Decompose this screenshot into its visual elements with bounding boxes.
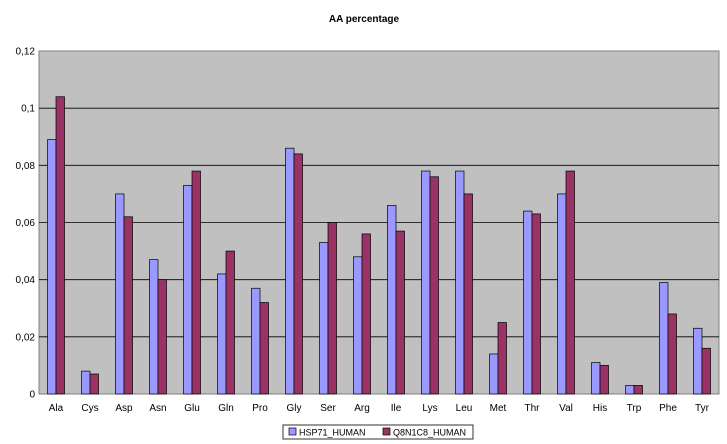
bar-hsp71-human-lys <box>421 170 431 395</box>
bar-q8n1c8-human-pro <box>259 302 269 395</box>
bar-hsp71-human-ala <box>47 139 57 395</box>
x-tick-label: Met <box>490 403 507 414</box>
y-tick-label: 0,1 <box>21 104 35 115</box>
bar-q8n1c8-human-gly <box>293 153 303 395</box>
bar-hsp71-human-phe <box>659 282 669 395</box>
chart-title: AA percentage <box>329 14 400 25</box>
bars <box>47 96 711 395</box>
y-tick-label: 0,04 <box>16 275 36 286</box>
y-tick-label: 0,06 <box>16 218 36 229</box>
bar-hsp71-human-cys <box>81 370 91 395</box>
bar-hsp71-human-gly <box>285 147 295 395</box>
legend-label: HSP71_HUMAN <box>299 428 366 438</box>
x-tick-label: Phe <box>659 403 677 414</box>
x-tick-label: His <box>593 403 607 414</box>
bar-hsp71-human-arg <box>353 256 363 395</box>
bar-q8n1c8-human-ala <box>55 96 65 395</box>
bar-hsp71-human-ile <box>387 205 397 395</box>
bar-q8n1c8-human-lys <box>429 176 439 395</box>
x-tick-label: Asn <box>149 403 166 414</box>
legend-swatch <box>288 427 297 436</box>
bar-q8n1c8-human-asp <box>123 216 133 395</box>
bar-hsp71-human-trp <box>625 385 635 395</box>
bar-hsp71-human-asp <box>115 193 125 395</box>
bar-q8n1c8-human-tyr <box>701 347 711 395</box>
bar-q8n1c8-human-glu <box>191 170 201 395</box>
x-tick-label: Gln <box>218 403 234 414</box>
bar-hsp71-human-met <box>489 353 499 395</box>
bar-q8n1c8-human-met <box>497 322 507 395</box>
bar-hsp71-human-val <box>557 193 567 395</box>
legend-swatch <box>382 427 391 436</box>
bar-q8n1c8-human-asn <box>157 279 167 395</box>
y-tick-label: 0,02 <box>16 332 36 343</box>
x-tick-label: Pro <box>252 403 268 414</box>
bar-hsp71-human-ser <box>319 242 329 395</box>
bar-q8n1c8-human-leu <box>463 193 473 395</box>
x-tick-label: Arg <box>354 403 370 414</box>
x-tick-label: Trp <box>627 403 642 414</box>
x-tick-label: Cys <box>81 403 98 414</box>
legend: HSP71_HUMAN Q8N1C8_HUMAN <box>282 424 474 440</box>
x-axis-ticks: Ala Cys Asp Asn Glu Gln Pro Gly Ser Arg Ile Lys Leu M… <box>49 403 710 414</box>
y-tick-label: 0,12 <box>16 47 36 58</box>
x-tick-label: Tyr <box>695 403 710 414</box>
x-tick-label: Thr <box>525 403 541 414</box>
x-tick-label: Lys <box>422 403 437 414</box>
bar-hsp71-human-thr <box>523 210 533 395</box>
legend-box <box>282 424 474 440</box>
bar-q8n1c8-human-val <box>565 170 575 395</box>
bar-q8n1c8-human-thr <box>531 213 541 395</box>
bar-q8n1c8-human-cys <box>89 373 99 395</box>
x-tick-label: Val <box>559 403 573 414</box>
bar-q8n1c8-human-trp <box>633 385 643 395</box>
x-tick-label: Leu <box>456 403 473 414</box>
y-axis-ticks: 0 0,02 0,04 0,06 0,08 0,1 0,12 <box>16 47 36 401</box>
x-tick-label: Ile <box>391 403 402 414</box>
bar-hsp71-human-his <box>591 362 601 395</box>
x-tick-label: Ala <box>49 403 64 414</box>
y-tick-label: 0,08 <box>16 161 36 172</box>
bar-hsp71-human-pro <box>251 287 261 395</box>
bar-q8n1c8-human-ser <box>327 222 337 395</box>
y-tick-label: 0 <box>29 390 35 401</box>
bar-hsp71-human-asn <box>149 259 159 395</box>
x-tick-label: Glu <box>184 403 200 414</box>
bar-q8n1c8-human-phe <box>667 313 677 395</box>
x-tick-label: Ser <box>320 403 336 414</box>
legend-label: Q8N1C8_HUMAN <box>393 428 466 438</box>
bar-q8n1c8-human-arg <box>361 233 371 395</box>
bar-hsp71-human-gln <box>217 273 227 395</box>
x-tick-label: Asp <box>115 403 133 414</box>
bar-hsp71-human-glu <box>183 184 193 395</box>
bar-hsp71-human-tyr <box>693 327 703 395</box>
bar-q8n1c8-human-gln <box>225 250 235 395</box>
bar-q8n1c8-human-ile <box>395 230 405 395</box>
bar-q8n1c8-human-his <box>599 365 609 395</box>
x-tick-label: Gly <box>287 403 302 414</box>
bar-hsp71-human-leu <box>455 170 465 395</box>
